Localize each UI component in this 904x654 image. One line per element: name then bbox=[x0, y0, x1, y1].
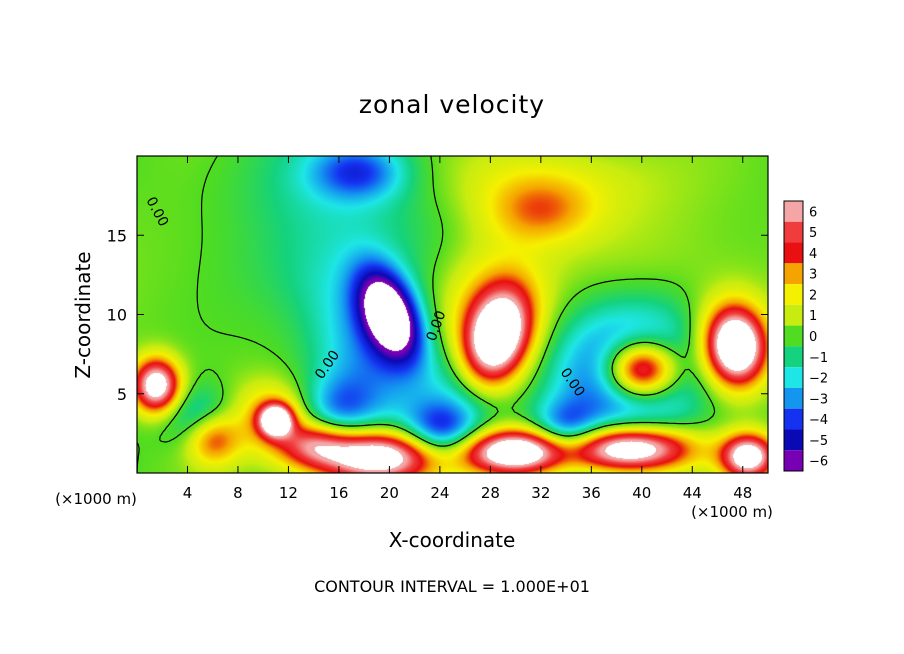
chart-title: zonal velocity bbox=[359, 90, 545, 119]
contour-interval-note: CONTOUR INTERVAL = 1.000E+01 bbox=[314, 577, 590, 596]
colorbar-label: −2 bbox=[809, 372, 828, 387]
colorbar-swatch bbox=[784, 284, 803, 305]
x-tick-label: 40 bbox=[632, 484, 651, 502]
x-tick-label: 4 bbox=[183, 484, 193, 502]
colorbar-swatch bbox=[784, 346, 803, 368]
x-tick-label: 32 bbox=[531, 484, 550, 502]
colorbar-frame bbox=[783, 200, 804, 472]
plot-area: 0.000.000.000.00 bbox=[136, 155, 769, 474]
colorbar-swatch bbox=[784, 201, 803, 222]
colorbar-label: 6 bbox=[809, 205, 817, 220]
colorbar-label: 4 bbox=[809, 247, 817, 262]
colorbar-label: −1 bbox=[809, 351, 828, 366]
x-tick-label: 16 bbox=[329, 484, 348, 502]
colorbar-label: −3 bbox=[809, 392, 828, 407]
colorbar-label: −6 bbox=[809, 455, 828, 470]
x-tick-label: 12 bbox=[279, 484, 298, 502]
x-tick-label: 44 bbox=[683, 484, 702, 502]
colorbar-label: 3 bbox=[809, 268, 817, 283]
x-tick-label: 28 bbox=[481, 484, 500, 502]
colorbar-swatch bbox=[784, 450, 803, 471]
zero-contour-line bbox=[137, 156, 716, 473]
colorbar-swatch bbox=[784, 429, 803, 451]
colorbar-label: 0 bbox=[809, 330, 817, 345]
y-axis: 5 10 15 bbox=[107, 226, 768, 404]
colorbar-label: 5 bbox=[809, 226, 817, 241]
colorbar-swatch bbox=[784, 408, 803, 430]
colorbar-swatch bbox=[784, 387, 803, 409]
colorbar-label: 1 bbox=[809, 309, 817, 324]
x-axis-label: X-coordinate bbox=[389, 528, 516, 552]
x-unit-right: (×1000 m) bbox=[691, 503, 773, 521]
y-tick-label: 5 bbox=[117, 385, 127, 404]
colorbar-swatch bbox=[784, 263, 803, 285]
x-tick-label: 48 bbox=[733, 484, 752, 502]
x-unit-left: (×1000 m) bbox=[55, 490, 137, 508]
colorbar-swatch bbox=[784, 367, 803, 388]
y-axis-label: Z-coordinate bbox=[71, 251, 95, 378]
x-tick-label: 8 bbox=[233, 484, 243, 502]
colorbar-label: 2 bbox=[809, 288, 817, 303]
colorbar-label: −5 bbox=[809, 434, 828, 449]
colorbar-swatch bbox=[784, 221, 803, 243]
x-axis: 4 8 12 16 20 24 28 32 36 40 44 48 bbox=[183, 156, 752, 502]
y-tick-label: 10 bbox=[107, 306, 127, 325]
y-tick-label: 15 bbox=[107, 226, 127, 245]
colorbar-label: −4 bbox=[809, 413, 828, 428]
x-tick-label: 36 bbox=[582, 484, 601, 502]
heatmap-field bbox=[137, 156, 768, 473]
colorbar-swatch bbox=[784, 242, 803, 264]
colorbar: 6 5 4 3 2 1 0 −1 −2 −3 −4 −5 −6 bbox=[783, 200, 828, 472]
colorbar-swatch bbox=[784, 325, 803, 347]
x-tick-label: 24 bbox=[430, 484, 449, 502]
x-tick-label: 20 bbox=[380, 484, 399, 502]
colorbar-swatch bbox=[784, 304, 803, 326]
